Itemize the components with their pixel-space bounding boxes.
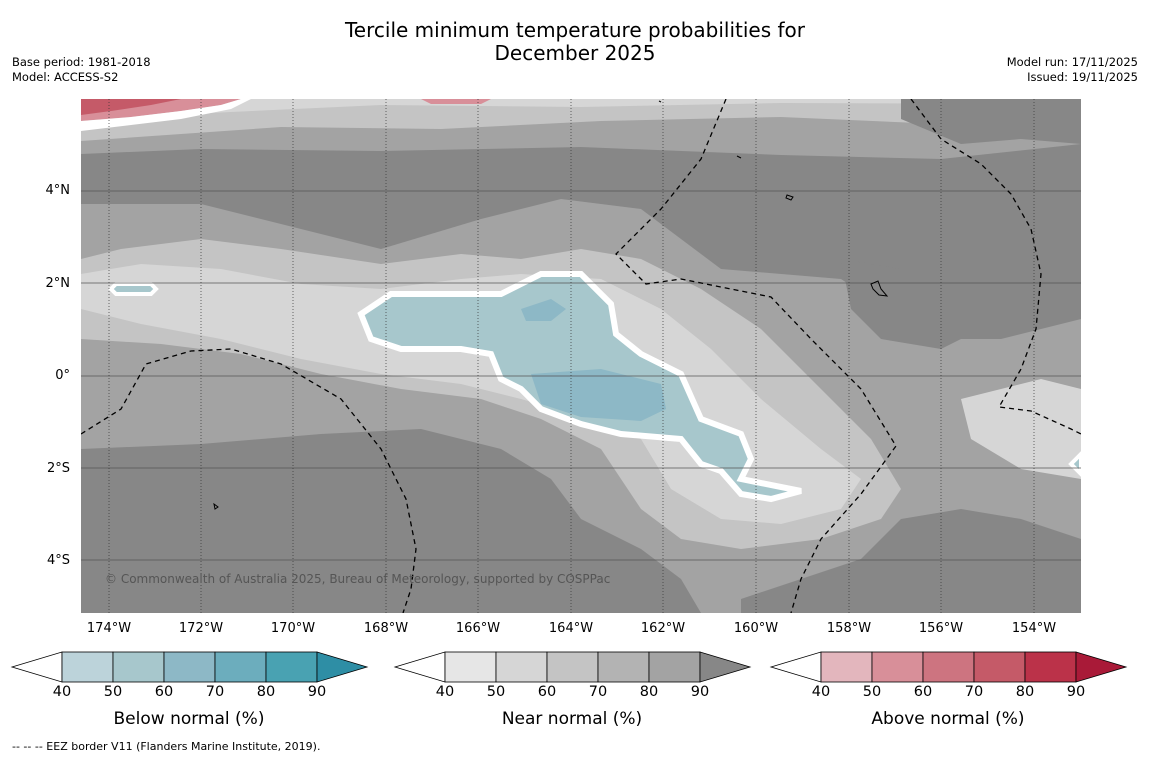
cbar-near-label-70: 70 xyxy=(588,684,608,700)
lat-label-0: 0° xyxy=(55,368,70,383)
colorbar-above-under-arrow xyxy=(769,651,822,683)
colorbar-near-under-arrow xyxy=(393,651,446,683)
model-run: Model run: 17/11/2025 xyxy=(1006,55,1138,69)
contour-near-90-northeast xyxy=(901,99,1081,144)
colorbar-below-under-arrow xyxy=(10,651,63,683)
lon-label-168w: 168°W xyxy=(363,621,409,636)
below-normal-patch-east xyxy=(1068,451,1081,477)
colorbar-above-segment xyxy=(922,651,975,683)
cbar-near-label-90: 90 xyxy=(690,684,710,700)
lon-label-170w: 170°W xyxy=(270,621,316,636)
title-line-2: December 2025 xyxy=(494,41,656,65)
lon-label-162w: 162°W xyxy=(640,621,686,636)
colorbar-near-normal xyxy=(393,651,752,683)
cbar-above-label-80: 80 xyxy=(1015,684,1035,700)
contour-near-90-north xyxy=(81,144,1081,339)
cbar-above-label-90: 90 xyxy=(1066,684,1086,700)
above-normal-patch-left-inner xyxy=(81,99,181,115)
below-normal-60-patch-a xyxy=(521,299,566,321)
probability-map xyxy=(81,99,1081,613)
cbar-near-label-60: 60 xyxy=(537,684,557,700)
cbar-below-label-70: 70 xyxy=(205,684,225,700)
colorbars xyxy=(10,651,1128,683)
cbar-near-label-50: 50 xyxy=(486,684,506,700)
colorbar-above-segment xyxy=(973,651,1026,683)
lat-label-4s: 4°S xyxy=(46,553,70,568)
lat-label-4n: 4°N xyxy=(45,183,71,198)
colorbar-above-over-arrow xyxy=(1075,651,1128,683)
contour-near-60-east xyxy=(961,379,1081,479)
colorbar-below-segment xyxy=(163,651,216,683)
title-line-1: Tercile minimum temperature probabilitie… xyxy=(344,18,806,42)
below-normal-patch-left xyxy=(108,282,159,296)
cbar-below-label-60: 60 xyxy=(154,684,174,700)
colorbar-below-segment xyxy=(214,651,267,683)
cbar-below-label-90: 90 xyxy=(307,684,327,700)
map-title: Tercile minimum temperature probabilitie… xyxy=(0,19,1150,65)
colorbar-near-segment xyxy=(648,651,701,683)
colorbar-below-normal xyxy=(10,651,369,683)
cbar-near-title: Near normal (%) xyxy=(501,709,643,729)
contour-near-90-southwest xyxy=(81,429,701,613)
lon-label-166w: 166°W xyxy=(455,621,501,636)
colorbar-near-segment xyxy=(495,651,548,683)
contour-near-60-top xyxy=(81,99,1081,119)
map-canvas xyxy=(81,99,1081,613)
eez-borders xyxy=(81,99,1081,613)
issued-date: Issued: 19/11/2025 xyxy=(1027,70,1138,84)
colorbar-above-normal xyxy=(769,651,1128,683)
lon-label-164w: 164°W xyxy=(548,621,594,636)
colorbar-above-segment xyxy=(871,651,924,683)
above-normal-patch-top xyxy=(421,99,491,104)
cbar-above-label-50: 50 xyxy=(862,684,882,700)
lon-label-172w: 172°W xyxy=(178,621,224,636)
cbar-near-label-80: 80 xyxy=(639,684,659,700)
lon-label-174w: 174°W xyxy=(86,621,132,636)
colorbar-below-segment xyxy=(265,651,318,683)
contour-near-60-mid xyxy=(81,264,861,524)
colorbar-near-over-arrow xyxy=(699,651,752,683)
colorbar-above-segment xyxy=(1024,651,1077,683)
meta-left: Base period: 1981-2018 Model: ACCESS-S2 xyxy=(12,55,151,85)
colorbar-near-segment xyxy=(444,651,497,683)
colorbar-below-over-arrow xyxy=(316,651,369,683)
cbar-below-label-50: 50 xyxy=(103,684,123,700)
latitude-gridlines xyxy=(81,190,1081,561)
meta-right: Model run: 17/11/2025 Issued: 19/11/2025 xyxy=(1007,55,1138,85)
lon-label-158w: 158°W xyxy=(826,621,872,636)
copyright-notice: © Commonwealth of Australia 2025, Bureau… xyxy=(105,572,611,586)
lon-label-154w: 154°W xyxy=(1011,621,1057,636)
cbar-below-label-80: 80 xyxy=(256,684,276,700)
island-outlines xyxy=(213,100,889,510)
lon-label-160w: 160°W xyxy=(733,621,779,636)
colorbar-near-segment xyxy=(546,651,599,683)
colorbar-near-segment xyxy=(597,651,650,683)
lat-label-2n: 2°N xyxy=(45,276,71,291)
cbar-below-title: Below normal (%) xyxy=(113,709,265,729)
model-name: Model: ACCESS-S2 xyxy=(12,70,119,84)
below-normal-60-patch-b xyxy=(531,369,666,421)
lon-label-156w: 156°W xyxy=(918,621,964,636)
cbar-below-label-40: 40 xyxy=(52,684,72,700)
cbar-above-label-60: 60 xyxy=(913,684,933,700)
contour-near-70-top xyxy=(81,99,1081,141)
colorbar-below-segment xyxy=(61,651,114,683)
base-period: Base period: 1981-2018 xyxy=(12,55,151,69)
eez-footnote: -- -- -- EEZ border V11 (Flanders Marine… xyxy=(12,740,321,753)
colorbar-above-segment xyxy=(820,651,873,683)
cbar-above-title: Above normal (%) xyxy=(871,709,1025,729)
contour-near-90-southeast xyxy=(741,509,1081,613)
above-normal-border-left xyxy=(81,99,251,131)
cbar-near-label-40: 40 xyxy=(435,684,455,700)
cbar-above-label-40: 40 xyxy=(811,684,831,700)
colorbar-below-segment xyxy=(112,651,165,683)
lat-label-2s: 2°S xyxy=(46,461,70,476)
cbar-above-label-70: 70 xyxy=(964,684,984,700)
